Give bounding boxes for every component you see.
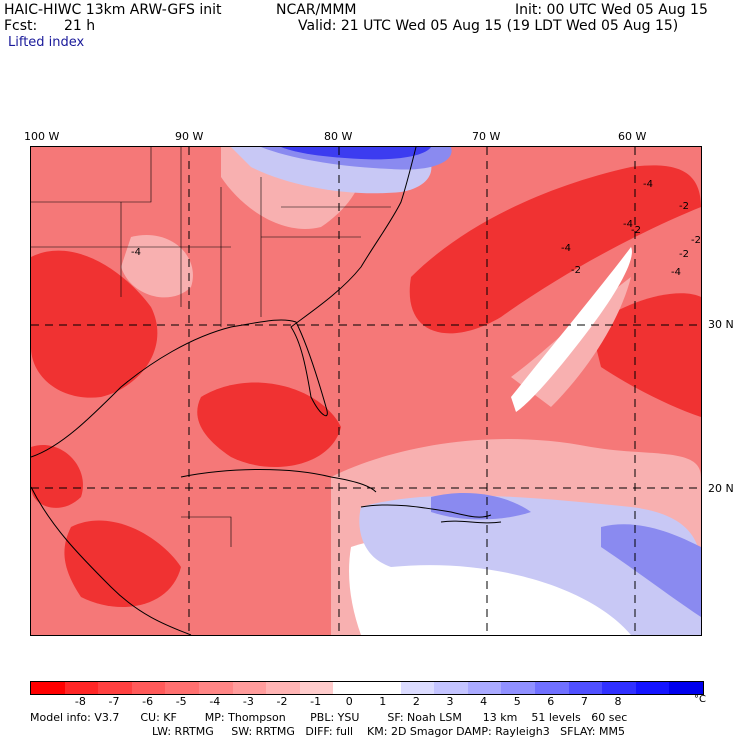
colorbar-tick-label: 4: [480, 695, 488, 708]
colorbar-segment: [366, 682, 401, 694]
colorbar-tick-label: 2: [412, 695, 420, 708]
forecast-label: Fcst:: [4, 18, 38, 34]
strong-unstable-areas: [31, 165, 701, 607]
field-name: Lifted index: [8, 35, 85, 50]
colorbar-segment: [299, 682, 334, 694]
model-info-line2: LW: RRTMG SW: RRTMG DIFF: full KM: 2D Sm…: [152, 725, 625, 738]
colorbar-tick-label: 8: [614, 695, 622, 708]
colorbar-segment: [602, 682, 636, 694]
contour-label: -2: [691, 235, 701, 246]
colorbar-segment: [198, 682, 233, 694]
lon-label-70w: 70 W: [472, 130, 501, 143]
lon-label-90w: 90 W: [175, 130, 204, 143]
contour-label: -2: [571, 265, 581, 276]
colorbar-segment: [568, 682, 603, 694]
forecast-hour: 21 h: [64, 18, 96, 34]
contour-label: -2: [631, 225, 641, 236]
colorbar-segment: [64, 682, 99, 694]
init-time: Init: 00 UTC Wed 05 Aug 15: [515, 2, 708, 18]
colorbar-segment: [467, 682, 502, 694]
colorbar-segment: [131, 682, 166, 694]
contour-label: -2: [679, 249, 689, 260]
colorbar-tick-label: -1: [310, 695, 322, 708]
colorbar-tick-label: 1: [379, 695, 387, 708]
political-borders: [31, 147, 391, 547]
contour-label: -4: [561, 243, 571, 254]
colorbar-tick-label: -5: [175, 695, 187, 708]
lat-label-20n: 20 N: [708, 482, 734, 495]
model-title: HAIC-HIWC 13km ARW-GFS init: [4, 2, 222, 18]
valid-time: Valid: 21 UTC Wed 05 Aug 15 (19 LDT Wed …: [298, 18, 679, 34]
colorbar-unit: °C: [694, 694, 706, 705]
colorbar-segment: [534, 682, 569, 694]
contour-label: -4: [643, 179, 653, 190]
colorbar-tick-label: -3: [242, 695, 254, 708]
contour-label: -4: [671, 267, 681, 278]
colorbar-tick-label: 3: [446, 695, 454, 708]
model-info-line1: Model info: V3.7 CU: KF MP: Thompson PBL…: [30, 711, 628, 724]
colorbar-segment: [98, 682, 132, 694]
contour-label: -4: [623, 219, 633, 230]
colorbar-segment: [400, 682, 435, 694]
colorbar-tick-label: -8: [74, 695, 86, 708]
colorbar-tick-label: -7: [108, 695, 120, 708]
colorbar-segment: [434, 682, 468, 694]
colorbar-segment: [165, 682, 199, 694]
colorbar-tick-label: 6: [547, 695, 555, 708]
colorbar-tick-label: 7: [580, 695, 588, 708]
contour-label: -4: [131, 247, 141, 258]
colorbar-segment: [232, 682, 267, 694]
colorbar-segment: [266, 682, 300, 694]
map-canvas: -4 -2 -4 -2 -4 -2 -4 -2 -4 -2: [31, 147, 701, 635]
coastlines: [31, 147, 502, 635]
colorbar-segment: [333, 682, 367, 694]
strong-stable-areas: [281, 147, 431, 160]
lon-label-80w: 80 W: [324, 130, 353, 143]
colorbar-segment: [635, 682, 670, 694]
colorbar-segment: [669, 682, 703, 694]
colorbar-tick-label: -4: [209, 695, 221, 708]
contour-label: -2: [679, 201, 689, 212]
lat-label-30n: 30 N: [708, 318, 734, 331]
colorbar-tick-label: -2: [276, 695, 288, 708]
lifted-index-map[interactable]: -4 -2 -4 -2 -4 -2 -4 -2 -4 -2: [30, 146, 702, 636]
colorbar-segment: [501, 682, 535, 694]
lon-label-60w: 60 W: [618, 130, 647, 143]
colorbar-tick-label: 5: [513, 695, 521, 708]
colorbar: [30, 681, 704, 695]
colorbar-tick-label: -6: [142, 695, 154, 708]
colorbar-tick-label: 0: [345, 695, 353, 708]
colorbar-segment: [31, 682, 65, 694]
organization-label: NCAR/MMM: [276, 2, 357, 18]
lat-lon-grid: [31, 147, 701, 635]
contour-labels: -4 -2 -4 -2 -4 -2 -4 -2 -4 -2: [131, 179, 701, 278]
lon-label-100w: 100 W: [24, 130, 60, 143]
